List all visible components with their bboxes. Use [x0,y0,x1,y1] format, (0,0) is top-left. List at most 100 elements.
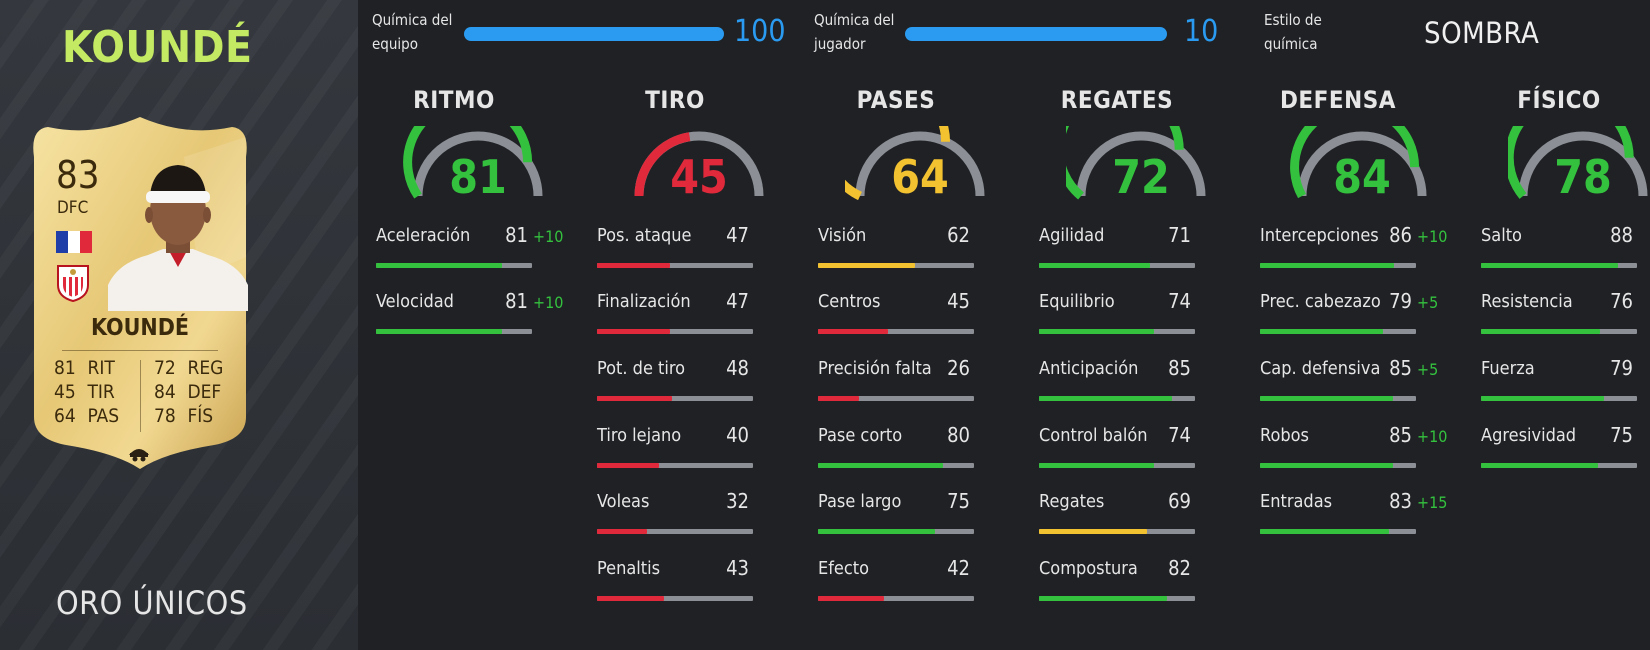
stat-label: Regates [1039,491,1105,512]
stat-value: 75 [1610,423,1633,447]
category-rating: 64 [891,150,949,204]
stat-value: 74 [1168,289,1191,313]
stat-bar [597,396,753,401]
player-photo [108,165,248,311]
stat-bar-fill [1260,463,1393,468]
stat-label: Resistencia [1481,291,1573,312]
player-name: KOUNDÉ [62,22,253,73]
card-player-name: KOUNDÉ [90,315,190,341]
stat-bar [597,263,753,268]
stat-bar [1039,596,1195,601]
card-rating: 83 [56,153,100,197]
stat-bar-fill [1260,329,1384,334]
team-chemistry-label: Química del equipo [372,11,453,53]
stat-bar [818,596,974,601]
stat-value: 81 [505,289,528,313]
gauge-track [1518,131,1648,197]
stat-value: 32 [726,489,749,513]
stat-bar [1260,396,1416,401]
category-rating: 81 [449,150,507,204]
stat-label: Visión [818,225,867,246]
stat-bar-fill [597,396,672,401]
gauge-fill [634,132,691,197]
stat-bonus: +10 [1417,427,1448,446]
stat-bar-fill [1039,396,1172,401]
stat-label: Penaltis [597,558,661,579]
stat-bar [597,463,753,468]
stat-bar [1039,263,1195,268]
chemistry-style-value[interactable]: SOMBRA [1424,16,1540,50]
stat-value: 47 [726,223,749,247]
stat-bar-fill [597,596,665,601]
stat-bar [1481,329,1637,334]
stat-bar [1260,263,1416,268]
stat-label: Pase largo [818,491,902,512]
stat-bar-fill [1039,463,1155,468]
stat-label: Fuerza [1481,358,1535,379]
stat-bar [1260,529,1416,534]
stat-label: Robos [1260,425,1309,446]
card-position: DFC [57,198,89,218]
stat-value: 82 [1168,556,1191,580]
category-rating: 72 [1112,150,1170,204]
gauge-fill [1508,126,1634,199]
card-stat-pas: 64 PAS [54,405,120,427]
category-title: TIRO [645,86,705,114]
stat-value: 85 [1389,423,1412,447]
stat-bar-fill [1481,396,1605,401]
stat-bonus: +10 [1417,227,1448,246]
card-stat-rit: 81 RIT [54,357,115,379]
gauge-track [855,131,985,197]
stat-bar-fill [1039,329,1155,334]
stat-bar [818,263,974,268]
stat-label: Equilibrio [1039,291,1115,312]
category-gauge [845,126,985,201]
stat-bar [1481,463,1637,468]
stat-label: Finalización [597,291,691,312]
player-panel: KOUNDÉ 83 DFC [0,0,358,650]
stat-bar-fill [1260,396,1393,401]
stat-bar-fill [1260,263,1395,268]
card-stat-reg: 72 REG [154,357,224,379]
stat-label: Prec. cabezazo [1260,291,1381,312]
stat-bar [1039,463,1195,468]
category-title: RITMO [413,86,495,114]
stat-bar [1481,396,1637,401]
player-chemistry-label: Química del jugador [814,11,895,53]
category-gauge [1508,126,1648,199]
stat-value: 86 [1389,223,1412,247]
stat-value: 48 [726,356,749,380]
stat-value: 74 [1168,423,1191,447]
stat-label: Voleas [597,491,650,512]
stat-value: 76 [1610,289,1633,313]
stat-bar [376,263,532,268]
gauge-track [413,131,543,197]
category-title: REGATES [1060,86,1174,114]
category-rating: 45 [670,150,728,204]
stat-bonus: +15 [1417,493,1448,512]
stat-bar-fill [818,463,943,468]
stat-bar-fill [1260,529,1390,534]
stat-label: Precisión falta [818,358,932,379]
stat-label: Control balón [1039,425,1148,446]
gauge-track [1076,131,1206,197]
stat-bar-fill [818,396,859,401]
category-gauge [1290,126,1427,199]
stat-value: 79 [1610,356,1633,380]
player-card[interactable]: 83 DFC KOUNDÉ 81 RIT 45 TIR 64 PAS [24,117,256,477]
stat-value: 88 [1610,223,1633,247]
stat-bar-fill [376,263,503,268]
stat-value: 43 [726,556,749,580]
stat-bar-fill [1039,596,1167,601]
stat-bar-fill [597,463,660,468]
stat-bar-fill [597,529,647,534]
stat-bar-fill [1039,263,1150,268]
stat-bar-fill [1481,263,1619,268]
stat-bar-fill [1481,329,1600,334]
card-type-label: ORO ÚNICOS [56,584,248,622]
stat-bonus: +5 [1417,360,1439,379]
stat-bar [597,596,753,601]
stat-bar [1260,463,1416,468]
stat-value: 40 [726,423,749,447]
stat-bar-fill [818,263,915,268]
